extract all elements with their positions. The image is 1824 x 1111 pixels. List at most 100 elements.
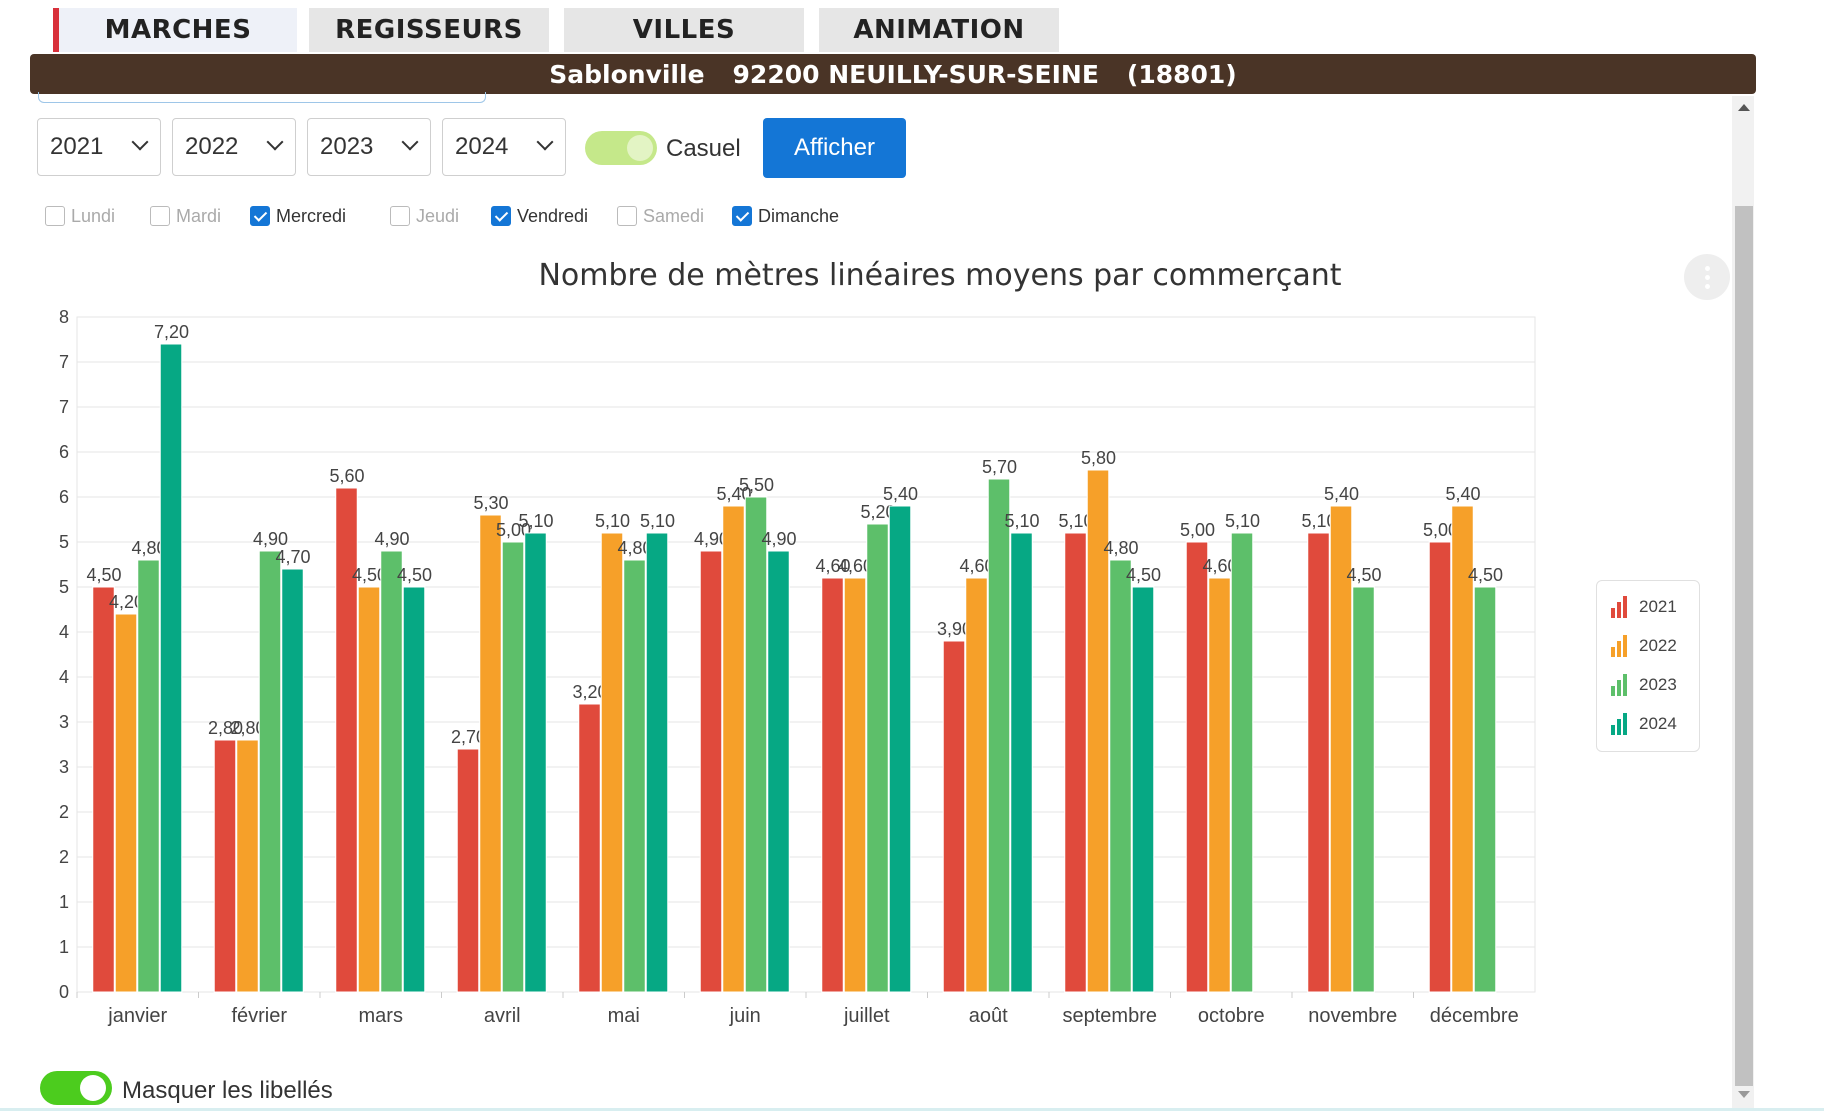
- day-jeudi[interactable]: Jeudi: [390, 203, 459, 229]
- y-tick-label: 8: [59, 307, 69, 327]
- data-label: 2,80: [208, 718, 243, 738]
- y-tick-label: 7: [59, 352, 69, 372]
- mardi-label: Mardi: [176, 205, 222, 226]
- data-label: 5,10: [595, 511, 630, 531]
- year-select-3-value: 2023: [320, 133, 374, 160]
- lundi-label: Lundi: [71, 205, 116, 226]
- tab-marches[interactable]: MARCHES: [53, 8, 297, 52]
- y-tick-label: 1: [59, 937, 69, 957]
- dimanche-label: Dimanche: [758, 205, 840, 226]
- data-label: 4,90: [374, 529, 409, 549]
- y-tick-label: 6: [59, 442, 69, 462]
- mask-labels-toggle[interactable]: [40, 1071, 112, 1105]
- x-tick-label: octobre: [1198, 1005, 1265, 1027]
- data-label: 2,70: [451, 727, 486, 747]
- bar-2022-septembre: [1086, 469, 1110, 993]
- year-select-2[interactable]: 2022: [172, 118, 296, 176]
- bar-2022-décembre: [1451, 505, 1474, 993]
- year-select-2-value: 2022: [185, 133, 239, 160]
- chart-menu-button[interactable]: [1684, 254, 1730, 300]
- scrollbar[interactable]: [1732, 96, 1754, 1111]
- dimanche-checkbox[interactable]: [732, 206, 752, 226]
- bar-2021-octobre: [1185, 541, 1209, 993]
- bar-2022-juin: [722, 505, 745, 993]
- dot-icon: [1704, 265, 1710, 271]
- data-label: 5,00: [1180, 520, 1215, 540]
- y-tick-label: 0: [59, 982, 69, 1002]
- bar-2022-mai: [600, 532, 624, 993]
- bar-2023-septembre: [1109, 559, 1132, 993]
- jeudi-checkbox[interactable]: [390, 206, 410, 226]
- tab-marches-label: MARCHES: [104, 15, 252, 45]
- data-label: 5,10: [640, 511, 675, 531]
- year-select-3[interactable]: 2023: [307, 118, 431, 176]
- lundi-checkbox[interactable]: [45, 206, 65, 226]
- legend-item-2021[interactable]: 2021: [1611, 595, 1677, 619]
- data-label: 5,20: [860, 502, 895, 522]
- bar-2024-janvier: [159, 343, 183, 993]
- toggle-knob: [627, 135, 653, 161]
- legend-item-2024[interactable]: 2024: [1611, 712, 1677, 736]
- market-banner: Sablonville 92200 NEUILLY-SUR-SEINE (188…: [30, 54, 1756, 94]
- data-label: 5,00: [1423, 520, 1458, 540]
- data-label: 5,10: [1058, 511, 1093, 531]
- data-label: 5,10: [1004, 511, 1039, 531]
- y-tick-label: 4: [59, 622, 69, 642]
- chevron-down-icon: [266, 133, 284, 151]
- bar-2022-avril: [479, 514, 502, 993]
- bar-2023-janvier: [137, 559, 160, 993]
- bar-2023-novembre: [1352, 586, 1375, 993]
- day-mercredi[interactable]: Mercredi: [250, 203, 346, 229]
- data-label: 7,20: [154, 322, 189, 342]
- bar-chart: 0 1 1 2 2 3 3 4 4 5 5 6 6 7 7 8 4,50 4,20 4,80 7,20 janvier 2…: [59, 307, 1536, 1027]
- chevron-down-icon: [536, 133, 554, 151]
- legend-label: 2024: [1639, 714, 1677, 733]
- day-lundi[interactable]: Lundi: [45, 203, 115, 229]
- casuel-toggle[interactable]: [585, 131, 657, 165]
- tab-regisseurs[interactable]: REGISSEURS: [309, 8, 549, 52]
- data-label: 5,80: [1081, 448, 1116, 468]
- scroll-down-icon[interactable]: [1738, 1091, 1750, 1098]
- data-label: 4,60: [815, 556, 850, 576]
- bar-chart-icon: [1611, 596, 1629, 618]
- bar-2024-mars: [402, 586, 426, 993]
- bar-2021-mars: [335, 487, 358, 993]
- bar-2024-septembre: [1131, 586, 1155, 993]
- y-tick-label: 3: [59, 712, 69, 732]
- x-tick-label: mars: [359, 1005, 403, 1027]
- year-select-4-value: 2024: [455, 133, 509, 160]
- y-tick-label: 5: [59, 577, 69, 597]
- mercredi-checkbox[interactable]: [250, 206, 270, 226]
- vendredi-checkbox[interactable]: [491, 206, 511, 226]
- y-tick-label: 4: [59, 667, 69, 687]
- data-label: 5,30: [473, 493, 508, 513]
- jeudi-label: Jeudi: [416, 205, 460, 226]
- bar-2022-janvier: [114, 613, 138, 993]
- bar-2023-mai: [623, 559, 646, 993]
- y-tick-label: 1: [59, 892, 69, 912]
- tab-villes[interactable]: VILLES: [564, 8, 804, 52]
- bar-2024-avril: [524, 532, 547, 993]
- day-dimanche[interactable]: Dimanche: [732, 203, 839, 229]
- legend-item-2023[interactable]: 2023: [1611, 673, 1677, 697]
- samedi-checkbox[interactable]: [617, 206, 637, 226]
- year-select-1[interactable]: 2021: [37, 118, 161, 176]
- scroll-up-icon[interactable]: [1738, 104, 1750, 111]
- data-label: 5,70: [982, 457, 1017, 477]
- tab-animation[interactable]: ANIMATION: [819, 8, 1059, 52]
- bar-2022-juillet: [843, 577, 867, 993]
- day-vendredi[interactable]: Vendredi: [491, 203, 588, 229]
- data-label: 4,60: [1202, 556, 1237, 576]
- data-label: 4,80: [1103, 538, 1138, 558]
- mardi-checkbox[interactable]: [150, 206, 170, 226]
- y-tick-label: 6: [59, 487, 69, 507]
- data-label: 4,90: [694, 529, 729, 549]
- search-input-edge[interactable]: [38, 92, 486, 103]
- day-mardi[interactable]: Mardi: [150, 203, 221, 229]
- day-samedi[interactable]: Samedi: [617, 203, 704, 229]
- vendredi-label: Vendredi: [517, 205, 589, 226]
- scroll-thumb[interactable]: [1735, 206, 1753, 1086]
- year-select-4[interactable]: 2024: [442, 118, 566, 176]
- afficher-button[interactable]: Afficher: [763, 118, 906, 178]
- legend-item-2022[interactable]: 2022: [1611, 634, 1677, 658]
